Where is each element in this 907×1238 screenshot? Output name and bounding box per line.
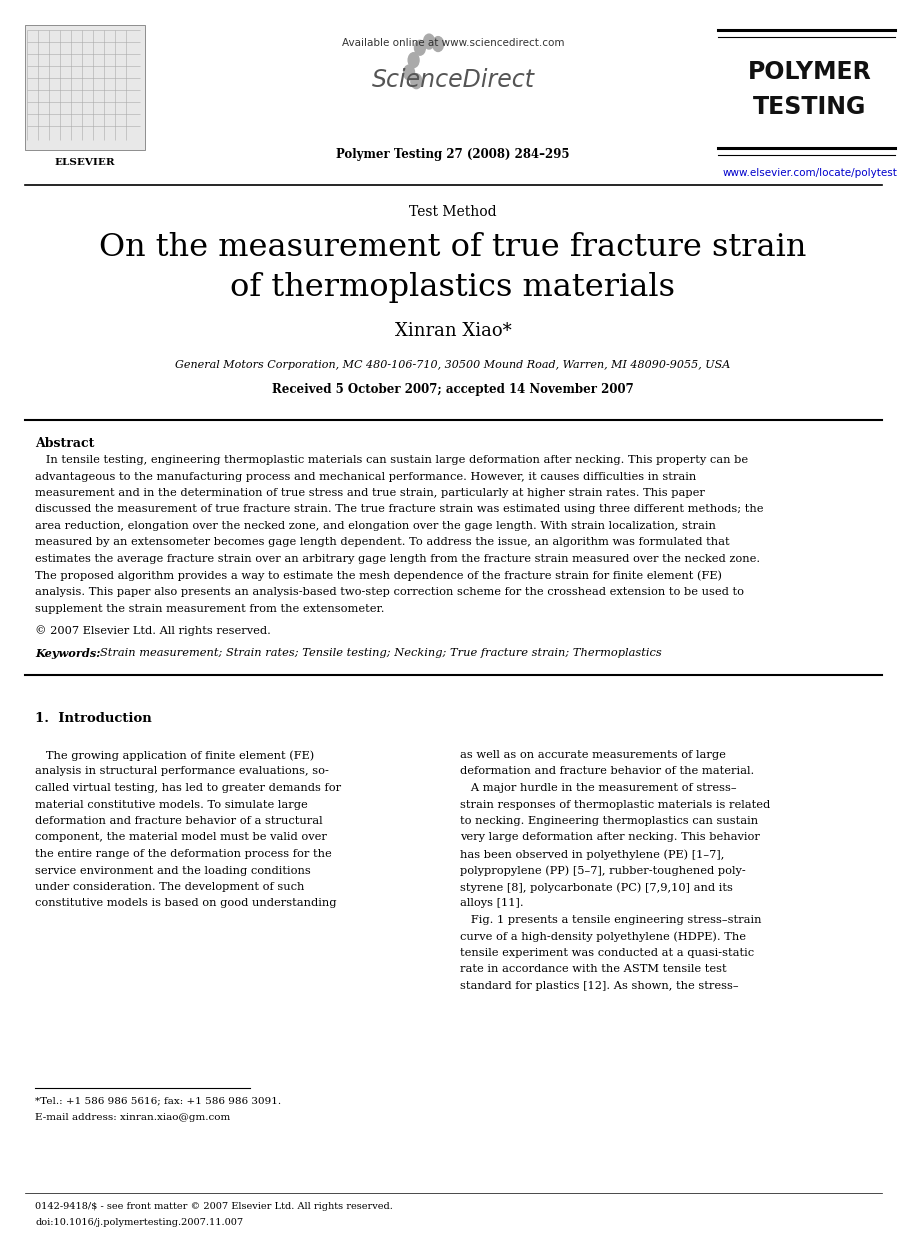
Text: 0142-9418/$ - see front matter © 2007 Elsevier Ltd. All rights reserved.: 0142-9418/$ - see front matter © 2007 El… (35, 1202, 393, 1211)
Text: the entire range of the deformation process for the: the entire range of the deformation proc… (35, 849, 332, 859)
Text: constitutive models is based on good understanding: constitutive models is based on good und… (35, 899, 336, 909)
Text: The growing application of finite element (FE): The growing application of finite elemen… (35, 750, 314, 760)
Text: 1.  Introduction: 1. Introduction (35, 712, 151, 725)
Text: On the measurement of true fracture strain: On the measurement of true fracture stra… (99, 232, 806, 262)
Text: supplement the strain measurement from the extensometer.: supplement the strain measurement from t… (35, 603, 385, 614)
Text: doi:10.1016/j.polymertesting.2007.11.007: doi:10.1016/j.polymertesting.2007.11.007 (35, 1218, 243, 1227)
Text: very large deformation after necking. This behavior: very large deformation after necking. Th… (460, 832, 760, 843)
Text: Received 5 October 2007; accepted 14 November 2007: Received 5 October 2007; accepted 14 Nov… (272, 383, 634, 396)
Text: advantageous to the manufacturing process and mechanical performance. However, i: advantageous to the manufacturing proces… (35, 472, 697, 482)
Bar (25, 25, 145, 150)
Circle shape (414, 41, 425, 56)
Text: Keywords:: Keywords: (35, 647, 101, 659)
Text: Polymer Testing 27 (2008) 284–295: Polymer Testing 27 (2008) 284–295 (336, 149, 570, 161)
Text: estimates the average fracture strain over an arbitrary gage length from the fra: estimates the average fracture strain ov… (35, 553, 760, 565)
Text: Available online at www.sciencedirect.com: Available online at www.sciencedirect.co… (342, 38, 564, 48)
Text: deformation and fracture behavior of the material.: deformation and fracture behavior of the… (460, 766, 755, 776)
Text: General Motors Corporation, MC 480-106-710, 30500 Mound Road, Warren, MI 48090-9: General Motors Corporation, MC 480-106-7… (175, 360, 731, 370)
Text: curve of a high-density polyethylene (HDPE). The: curve of a high-density polyethylene (HD… (460, 931, 746, 942)
Text: called virtual testing, has led to greater demands for: called virtual testing, has led to great… (35, 782, 341, 794)
Text: deformation and fracture behavior of a structural: deformation and fracture behavior of a s… (35, 816, 323, 826)
Text: standard for plastics [12]. As shown, the stress–: standard for plastics [12]. As shown, th… (460, 980, 738, 990)
Text: area reduction, elongation over the necked zone, and elongation over the gage le: area reduction, elongation over the neck… (35, 521, 716, 531)
Text: ScienceDirect: ScienceDirect (372, 68, 534, 92)
Text: © 2007 Elsevier Ltd. All rights reserved.: © 2007 Elsevier Ltd. All rights reserved… (35, 625, 271, 636)
Text: styrene [8], polycarbonate (PC) [7,9,10] and its: styrene [8], polycarbonate (PC) [7,9,10]… (460, 881, 733, 893)
Text: component, the material model must be valid over: component, the material model must be va… (35, 832, 327, 843)
Text: In tensile testing, engineering thermoplastic materials can sustain large deform: In tensile testing, engineering thermopl… (35, 456, 748, 465)
Text: analysis. This paper also presents an analysis-based two-step correction scheme : analysis. This paper also presents an an… (35, 587, 744, 597)
Text: alloys [11].: alloys [11]. (460, 899, 523, 909)
Text: POLYMER: POLYMER (748, 59, 872, 84)
Text: to necking. Engineering thermoplastics can sustain: to necking. Engineering thermoplastics c… (460, 816, 758, 826)
Text: Strain measurement; Strain rates; Tensile testing; Necking; True fracture strain: Strain measurement; Strain rates; Tensil… (100, 647, 662, 659)
Text: Abstract: Abstract (35, 437, 94, 449)
Text: analysis in structural performance evaluations, so-: analysis in structural performance evalu… (35, 766, 329, 776)
Circle shape (424, 35, 434, 50)
Text: Xinran Xiao*: Xinran Xiao* (395, 322, 512, 340)
Text: polypropylene (PP) [5–7], rubber-toughened poly-: polypropylene (PP) [5–7], rubber-toughen… (460, 865, 746, 877)
Text: as well as on accurate measurements of large: as well as on accurate measurements of l… (460, 750, 726, 760)
Text: material constitutive models. To simulate large: material constitutive models. To simulat… (35, 800, 307, 810)
Text: under consideration. The development of such: under consideration. The development of … (35, 881, 305, 893)
Text: *Tel.: +1 586 986 5616; fax: +1 586 986 3091.: *Tel.: +1 586 986 5616; fax: +1 586 986 … (35, 1096, 281, 1106)
Text: strain responses of thermoplastic materials is related: strain responses of thermoplastic materi… (460, 800, 770, 810)
Circle shape (411, 74, 422, 89)
Text: measured by an extensometer becomes gage length dependent. To address the issue,: measured by an extensometer becomes gage… (35, 537, 729, 547)
Text: service environment and the loading conditions: service environment and the loading cond… (35, 865, 311, 875)
Text: measurement and in the determination of true stress and true strain, particularl: measurement and in the determination of … (35, 488, 705, 498)
Text: of thermoplastics materials: of thermoplastics materials (230, 272, 676, 303)
Circle shape (408, 53, 419, 68)
Text: A major hurdle in the measurement of stress–: A major hurdle in the measurement of str… (460, 782, 736, 794)
Text: tensile experiment was conducted at a quasi-static: tensile experiment was conducted at a qu… (460, 948, 754, 958)
Circle shape (404, 66, 414, 80)
Text: has been observed in polyethylene (PE) [1–7],: has been observed in polyethylene (PE) [… (460, 849, 725, 859)
Text: rate in accordance with the ASTM tensile test: rate in accordance with the ASTM tensile… (460, 964, 727, 974)
Text: ELSEVIER: ELSEVIER (54, 158, 115, 167)
Text: E-mail address: xinran.xiao@gm.com: E-mail address: xinran.xiao@gm.com (35, 1113, 230, 1122)
Text: discussed the measurement of true fracture strain. The true fracture strain was : discussed the measurement of true fractu… (35, 505, 764, 515)
Text: www.elsevier.com/locate/polytest: www.elsevier.com/locate/polytest (723, 168, 897, 178)
Text: The proposed algorithm provides a way to estimate the mesh dependence of the fra: The proposed algorithm provides a way to… (35, 571, 722, 581)
Circle shape (433, 37, 444, 52)
Text: Test Method: Test Method (409, 206, 497, 219)
Text: TESTING: TESTING (754, 95, 867, 119)
Text: Fig. 1 presents a tensile engineering stress–strain: Fig. 1 presents a tensile engineering st… (460, 915, 762, 925)
